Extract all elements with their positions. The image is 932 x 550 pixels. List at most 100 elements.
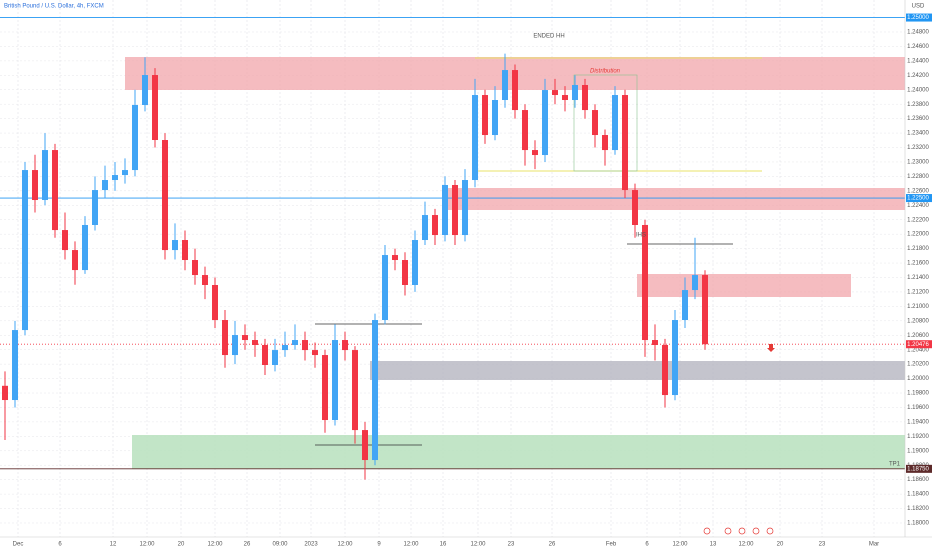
candle-body — [52, 150, 58, 231]
y-tick-label: 1.20400 — [907, 347, 929, 353]
y-tick-label: 1.22800 — [907, 174, 929, 180]
y-tick-label: 1.22400 — [907, 203, 929, 209]
y-tick-label: 1.19200 — [907, 434, 929, 440]
candle-body — [222, 320, 228, 356]
candle-body — [422, 215, 428, 241]
y-tick-label: 1.18600 — [907, 477, 929, 483]
y-tick-label: 1.19800 — [907, 391, 929, 397]
y-tick-label: 1.21800 — [907, 246, 929, 252]
y-tick-label: 1.18200 — [907, 506, 929, 512]
candle-body — [202, 275, 208, 285]
candle-body — [502, 70, 508, 101]
candle-body — [362, 430, 368, 461]
candle-body — [102, 180, 108, 191]
candle-body — [662, 345, 668, 396]
candle-body — [672, 320, 678, 396]
candle-body — [512, 70, 518, 111]
candle-body — [492, 100, 498, 136]
icon — [752, 527, 760, 535]
x-tick-label: 12:00 — [738, 542, 754, 548]
candle-body — [302, 340, 308, 351]
candle-body — [192, 260, 198, 276]
candle-body — [332, 340, 338, 421]
icon — [724, 527, 732, 535]
candle-body — [592, 110, 598, 136]
y-tick-label: 1.18400 — [907, 492, 929, 498]
candle-body — [122, 170, 128, 176]
candle-body — [312, 350, 318, 356]
candle-body — [132, 104, 138, 171]
candle-body — [262, 345, 268, 366]
candle-body — [92, 190, 98, 225]
annotation: ENDED HH — [533, 34, 564, 40]
candle-body — [182, 240, 188, 261]
x-tick-label: 13 — [710, 542, 717, 548]
x-tick-label: 12 — [110, 542, 117, 548]
y-tick-label: 1.18000 — [907, 521, 929, 527]
candle-body — [272, 350, 278, 366]
distribution-box — [573, 74, 638, 172]
candle-body — [472, 95, 478, 181]
x-tick-label: 6 — [645, 542, 649, 548]
candle-body — [252, 340, 258, 346]
candle-body — [212, 284, 218, 321]
x-tick-label: 9 — [377, 542, 381, 548]
candle-body — [552, 90, 558, 96]
y-tick-label: 1.20000 — [907, 376, 929, 382]
x-tick-label: Feb — [606, 542, 617, 548]
candle-body — [582, 84, 588, 111]
toolbar-icons — [703, 527, 774, 535]
y-tick-label: 1.24200 — [907, 73, 929, 79]
candle-body — [462, 180, 468, 236]
y-tick-label: 1.24000 — [907, 87, 929, 93]
down-arrow — [767, 344, 775, 352]
y-tick-label: 1.19400 — [907, 419, 929, 425]
y-tick-label: 1.22200 — [907, 217, 929, 223]
x-tick-label: 12:00 — [337, 542, 353, 548]
candle-body — [22, 170, 28, 331]
x-tick-label: 26 — [244, 542, 251, 548]
candle-body — [442, 184, 448, 236]
x-tick-label: 09:00 — [272, 542, 288, 548]
candle-body — [432, 215, 438, 236]
demand-zone — [370, 361, 905, 380]
y-tick-label: 1.23600 — [907, 116, 929, 122]
price-label: 1.22500 — [907, 196, 929, 202]
y-tick-label: 1.24800 — [907, 30, 929, 36]
candle-body — [632, 190, 638, 225]
candle-body — [282, 345, 288, 351]
candle-body — [612, 95, 618, 151]
candle-body — [162, 140, 168, 251]
currency: USD — [912, 4, 925, 10]
candle-body — [682, 290, 688, 321]
candle-body — [42, 150, 48, 201]
x-tick-label: 12:00 — [470, 542, 486, 548]
price-label-box — [906, 464, 932, 473]
y-tick-label: 1.22600 — [907, 188, 929, 194]
price-label: 1.20476 — [907, 342, 929, 348]
candle-body — [412, 240, 418, 285]
y-tick-label: 1.20600 — [907, 333, 929, 339]
candle-body — [482, 95, 488, 136]
candle-body — [242, 335, 248, 341]
candle-body — [572, 84, 578, 101]
x-tick-label: 12:00 — [403, 542, 419, 548]
supply-zone — [445, 188, 905, 210]
symbol-header: British Pound / U.S. Dollar, 4h, FXCM — [4, 4, 104, 10]
y-tick-label: 1.23000 — [907, 160, 929, 166]
candle-body — [342, 340, 348, 351]
candle-body — [322, 355, 328, 421]
candle-body — [642, 224, 648, 341]
candle-body — [542, 90, 548, 156]
x-tick-label: 6 — [58, 542, 62, 548]
candle-body — [72, 250, 78, 271]
x-tick-label: 2023 — [304, 542, 318, 548]
price-lines — [0, 17, 905, 470]
candle-body — [112, 175, 118, 181]
y-tick-label: 1.19600 — [907, 405, 929, 411]
price-label: 1.25000 — [907, 15, 929, 21]
y-tick-label: 1.21200 — [907, 290, 929, 296]
candle-body — [532, 150, 538, 156]
x-tick-label: 23 — [819, 542, 826, 548]
candle-body — [82, 224, 88, 271]
